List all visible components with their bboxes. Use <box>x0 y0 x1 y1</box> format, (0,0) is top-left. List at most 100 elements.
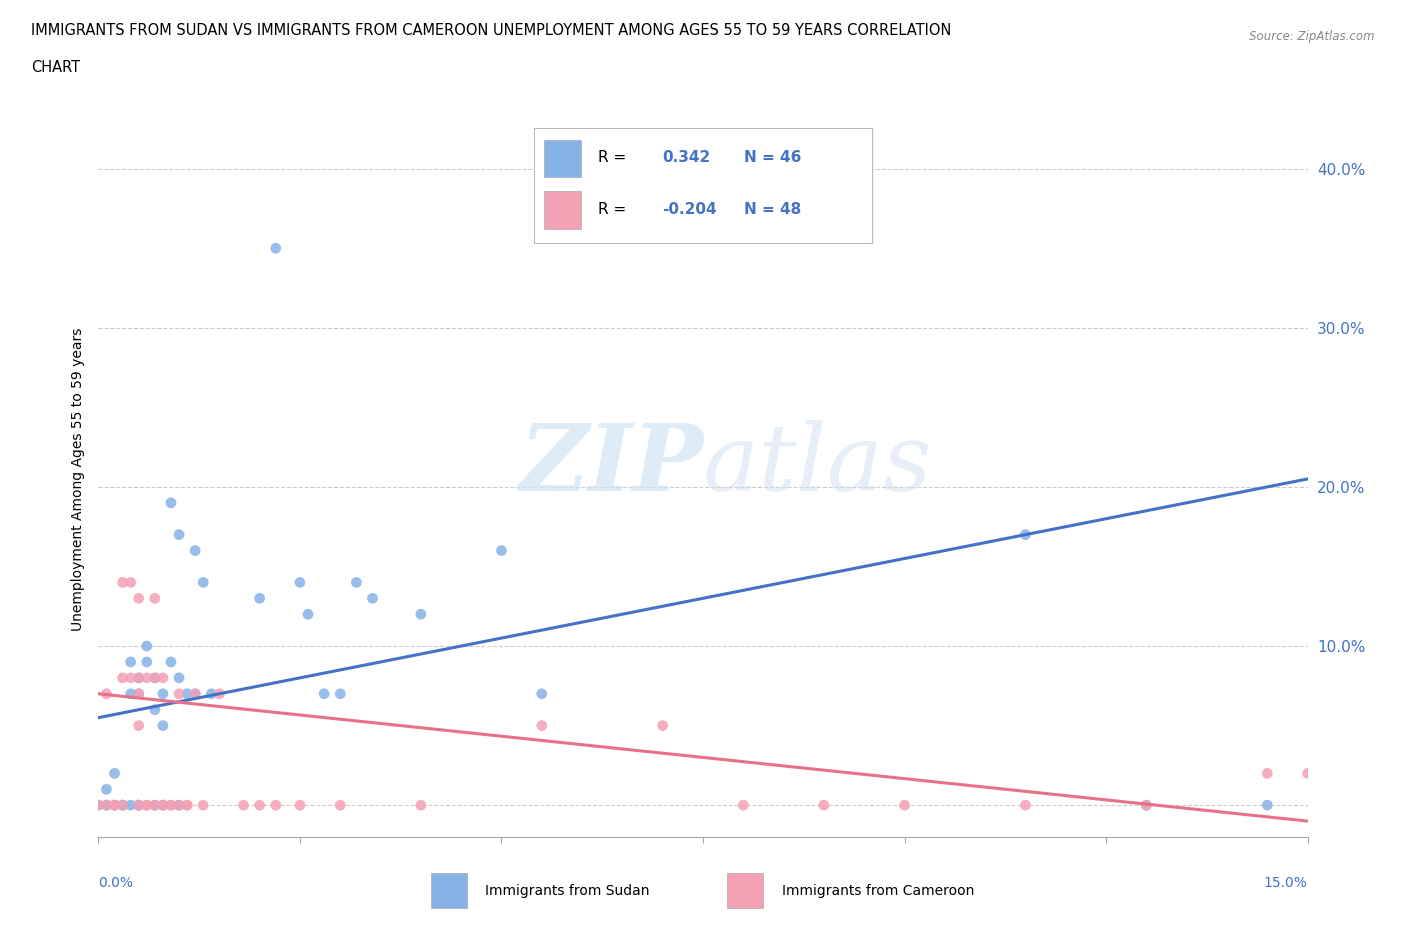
Point <box>135 671 157 685</box>
Point <box>111 798 134 813</box>
Point <box>409 798 432 813</box>
Point <box>193 798 215 813</box>
Point <box>143 798 166 813</box>
Text: atlas: atlas <box>703 419 932 510</box>
Point <box>893 798 915 813</box>
Point <box>120 686 142 701</box>
Point <box>208 686 231 701</box>
Point <box>813 798 835 813</box>
Point <box>160 798 183 813</box>
Point <box>329 798 352 813</box>
Point <box>120 575 142 590</box>
Text: 0.0%: 0.0% <box>98 876 134 890</box>
Point <box>184 686 207 701</box>
Point <box>1014 798 1036 813</box>
Point <box>120 671 142 685</box>
Point <box>96 782 118 797</box>
Point <box>103 798 125 813</box>
Point <box>1296 766 1319 781</box>
Y-axis label: Unemployment Among Ages 55 to 59 years: Unemployment Among Ages 55 to 59 years <box>70 327 84 631</box>
Point <box>249 591 271 605</box>
Point <box>96 798 118 813</box>
Point <box>152 798 174 813</box>
Point <box>344 575 367 590</box>
Point <box>361 591 384 605</box>
Point <box>314 686 336 701</box>
Point <box>160 655 183 670</box>
Point <box>128 686 150 701</box>
Point <box>167 798 190 813</box>
Point <box>143 591 166 605</box>
Point <box>288 798 311 813</box>
Point <box>128 798 150 813</box>
Point <box>264 798 287 813</box>
Point <box>135 655 157 670</box>
Point <box>176 686 198 701</box>
Point <box>249 798 271 813</box>
Point <box>128 671 150 685</box>
Point <box>103 798 125 813</box>
Text: CHART: CHART <box>31 60 80 75</box>
Point <box>167 686 190 701</box>
Point <box>184 543 207 558</box>
Point <box>232 798 254 813</box>
Point <box>1014 527 1036 542</box>
Point <box>1256 798 1278 813</box>
Point <box>152 718 174 733</box>
Point <box>103 798 125 813</box>
Point <box>409 606 432 621</box>
Point <box>297 606 319 621</box>
Point <box>176 798 198 813</box>
Point <box>111 575 134 590</box>
Text: IMMIGRANTS FROM SUDAN VS IMMIGRANTS FROM CAMEROON UNEMPLOYMENT AMONG AGES 55 TO : IMMIGRANTS FROM SUDAN VS IMMIGRANTS FROM… <box>31 23 952 38</box>
Point <box>1256 766 1278 781</box>
Point <box>530 686 553 701</box>
Point <box>128 686 150 701</box>
Point <box>491 543 513 558</box>
Point <box>167 527 190 542</box>
Point <box>200 686 222 701</box>
Point <box>193 575 215 590</box>
Text: Source: ZipAtlas.com: Source: ZipAtlas.com <box>1250 30 1375 43</box>
Point <box>167 798 190 813</box>
Point <box>152 798 174 813</box>
Point <box>135 639 157 654</box>
Point <box>128 798 150 813</box>
Point <box>152 686 174 701</box>
Point <box>120 798 142 813</box>
Point <box>135 798 157 813</box>
Point <box>1135 798 1157 813</box>
Point <box>143 798 166 813</box>
Point <box>264 241 287 256</box>
Point <box>152 798 174 813</box>
Point <box>152 671 174 685</box>
Point <box>167 671 190 685</box>
Point <box>111 798 134 813</box>
Point <box>184 686 207 701</box>
Text: ZIP: ZIP <box>519 419 703 510</box>
Point <box>128 591 150 605</box>
Point <box>733 798 755 813</box>
Text: 15.0%: 15.0% <box>1264 876 1308 890</box>
Point <box>329 686 352 701</box>
Point <box>120 655 142 670</box>
Point <box>111 671 134 685</box>
Point <box>176 798 198 813</box>
Point <box>143 671 166 685</box>
Point <box>288 575 311 590</box>
Point <box>87 798 110 813</box>
Point <box>143 702 166 717</box>
Point <box>87 798 110 813</box>
Point <box>96 798 118 813</box>
Point <box>135 798 157 813</box>
Point <box>1135 798 1157 813</box>
Point <box>160 496 183 511</box>
Point <box>128 671 150 685</box>
Point <box>651 718 673 733</box>
Point <box>111 798 134 813</box>
Point <box>96 686 118 701</box>
Point <box>128 798 150 813</box>
Point <box>530 718 553 733</box>
Point <box>143 671 166 685</box>
Point <box>160 798 183 813</box>
